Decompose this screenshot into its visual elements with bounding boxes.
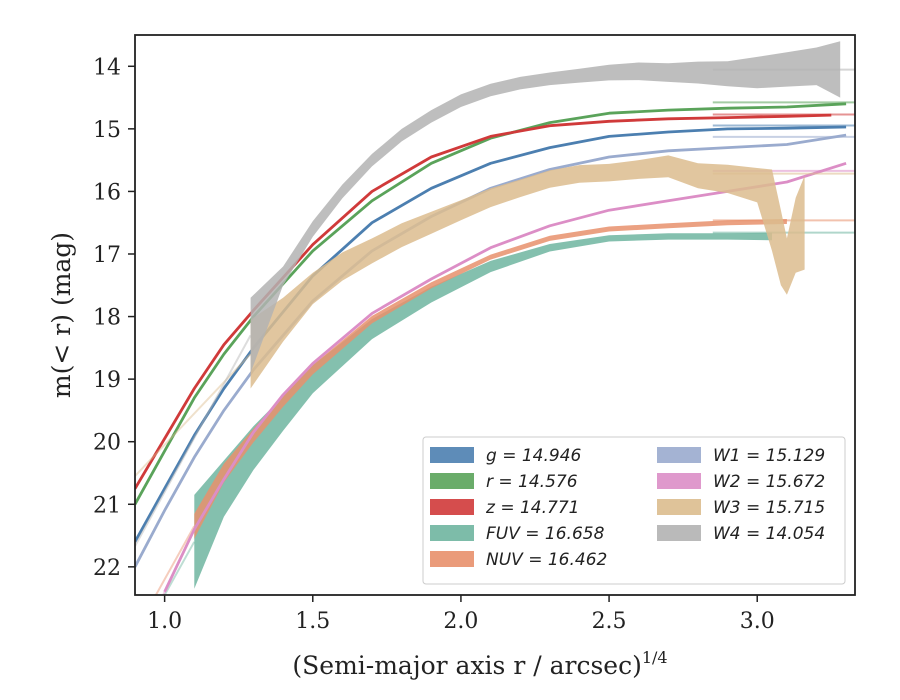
series-w4 [135,41,855,547]
x-tick-label: 3.0 [740,609,775,634]
legend-label-w2: W2 = 15.672 [713,472,825,492]
band-w4 [250,41,841,373]
y-tick-label: 22 [93,556,121,581]
y-axis-label: m(< r) (mag) [47,232,76,398]
series-w3 [135,155,855,477]
y-tick-label: 19 [93,368,121,393]
legend-swatch-r [430,473,474,489]
y-tick-label: 14 [93,55,121,80]
y-tick-label: 18 [93,306,121,331]
legend-swatch-w2 [657,473,701,489]
series-nuv [154,219,855,595]
legend: g = 14.946 r = 14.576 z = 14.771 FUV = 16.6… [422,436,846,585]
y-tick-label: 20 [93,431,121,456]
legend-swatch-w1 [657,447,701,463]
legend-swatch-fuv [430,525,474,541]
x-tick-label: 2.5 [592,609,627,634]
curve-z [135,113,832,490]
y-tick-label: 17 [93,243,121,268]
legend-swatch-z [430,499,474,515]
x-axis-label: (Semi-major axis r / arcsec)1/4 [292,648,667,680]
extrapolation-line-nuv [154,525,196,595]
y-tick-label: 15 [93,118,121,143]
x-axis-label-text: (Semi-major axis r / arcsec) [292,651,641,680]
legend-label-nuv: NUV = 16.462 [486,550,607,570]
legend-swatch-w3 [657,499,701,515]
legend-swatch-w4 [657,525,701,541]
curve-w2 [163,161,847,593]
band-w3 [250,155,805,389]
curve-g [135,125,847,543]
y-tick-label: 21 [93,493,121,518]
series-layer [135,41,855,595]
x-axis-label-exponent: 1/4 [642,648,668,667]
legend-label-w1: W1 = 15.129 [713,446,825,466]
legend-swatch-nuv [430,551,474,567]
legend-box [422,436,846,585]
x-tick-label: 1.5 [295,609,330,634]
y-axis: 14 15 16 17 18 19 20 21 22 [93,55,135,581]
series-g [135,124,855,543]
legend-label-g: g = 14.946 [486,446,582,466]
legend-label-w4: W4 = 14.054 [713,524,825,544]
x-axis: 1.0 1.5 2.0 2.5 3.0 [147,595,775,634]
legend-swatch-g [430,447,474,463]
extrapolation-line-fuv [163,541,196,595]
x-tick-label: 1.0 [147,609,182,634]
plot-frame [134,34,856,596]
extrapolation-line-w4 [135,334,252,547]
legend-label-fuv: FUV = 16.658 [486,524,605,544]
series-z [135,113,855,490]
extrapolation-line-w3 [135,353,252,477]
y-tick-label: 16 [93,180,121,205]
legend-label-z: z = 14.771 [485,498,579,518]
legend-label-w3: W3 = 15.715 [713,498,825,518]
legend-label-r: r = 14.576 [486,472,578,492]
curve-r [135,102,847,505]
x-tick-label: 2.0 [443,609,478,634]
series-r [135,101,855,505]
